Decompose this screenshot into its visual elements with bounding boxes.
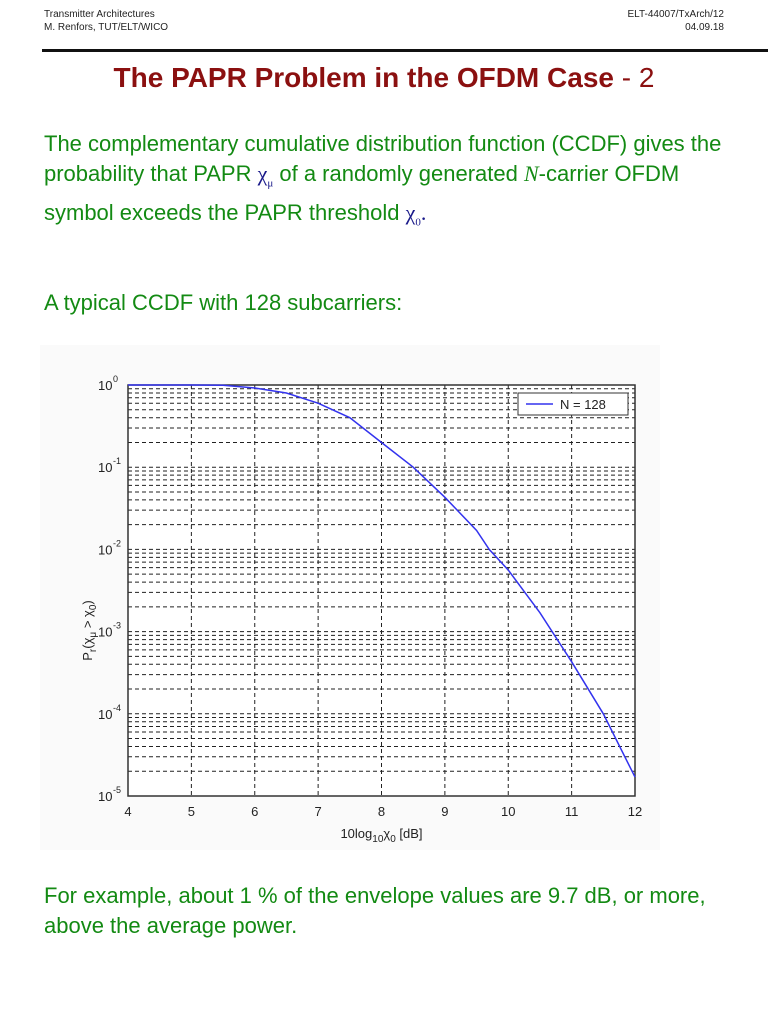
svg-text:10: 10	[98, 460, 112, 475]
title-suffix: - 2	[621, 62, 655, 93]
svg-text:8: 8	[378, 804, 385, 819]
svg-text:-1: -1	[113, 456, 121, 466]
legend-label: N = 128	[560, 397, 606, 412]
y-axis-label: Pr(χμ > χ0)	[80, 600, 99, 660]
example-paragraph: For example, about 1 % of the envelope v…	[44, 883, 706, 938]
x-axis-label: 10log10χ0 [dB]	[340, 826, 422, 845]
svg-text:-3: -3	[113, 621, 121, 631]
svg-text:-2: -2	[113, 538, 121, 548]
svg-text:10: 10	[98, 542, 112, 557]
text-part: of a randomly generated	[273, 161, 524, 186]
svg-text:0: 0	[113, 374, 118, 384]
svg-text:5: 5	[188, 804, 195, 819]
ccdf-definition-paragraph: The complementary cumulative distributio…	[44, 129, 734, 238]
n-symbol: N	[523, 161, 539, 186]
svg-text:6: 6	[251, 804, 258, 819]
svg-text:4: 4	[124, 804, 131, 819]
plot-frame	[127, 384, 636, 797]
svg-text:-5: -5	[113, 785, 121, 795]
ccdf-curve	[128, 384, 636, 778]
grid-lines	[128, 385, 635, 796]
chi-0-symbol: χ0.	[405, 200, 427, 229]
svg-text:12: 12	[628, 804, 642, 819]
slide-title: The PAPR Problem in the OFDM Case - 2	[0, 62, 768, 94]
svg-text:11: 11	[565, 804, 579, 819]
header-divider	[42, 49, 768, 52]
svg-text:10: 10	[98, 378, 112, 393]
header-right: ELT-44007/TxArch/12 04.09.18	[627, 8, 724, 34]
text-part: -carrier OFDM symbol exceeds the PAPR th…	[44, 161, 680, 226]
date: 04.09.18	[685, 22, 724, 33]
chi-mu-symbol: χμ	[257, 161, 274, 190]
course-title: Transmitter Architectures	[44, 9, 155, 20]
svg-text:10: 10	[98, 625, 112, 640]
svg-text:10: 10	[98, 707, 112, 722]
title-text: The PAPR Problem in the OFDM Case	[113, 62, 614, 93]
svg-text:10: 10	[98, 789, 112, 804]
svg-text:9: 9	[441, 804, 448, 819]
svg-text:-4: -4	[113, 703, 121, 713]
author: M. Renfors, TUT/ELT/WICO	[44, 22, 169, 33]
ccdf-chart: 4 5 6 7 8 9 10 11 12 10 0 10 -1 10 -2 10 -3 10 -4 10 -5 10log…	[40, 345, 660, 850]
slide-id: ELT-44007/TxArch/12	[627, 9, 724, 20]
text-part: The complementary cumulative distributio…	[44, 131, 722, 186]
svg-text:7: 7	[315, 804, 322, 819]
legend: N = 128	[517, 392, 629, 416]
header-left: Transmitter Architectures M. Renfors, TU…	[44, 8, 168, 34]
x-axis-ticks: 4 5 6 7 8 9 10 11 12	[124, 804, 642, 819]
svg-text:10: 10	[501, 804, 515, 819]
ccdf-intro-paragraph: A typical CCDF with 128 subcarriers:	[44, 290, 403, 315]
